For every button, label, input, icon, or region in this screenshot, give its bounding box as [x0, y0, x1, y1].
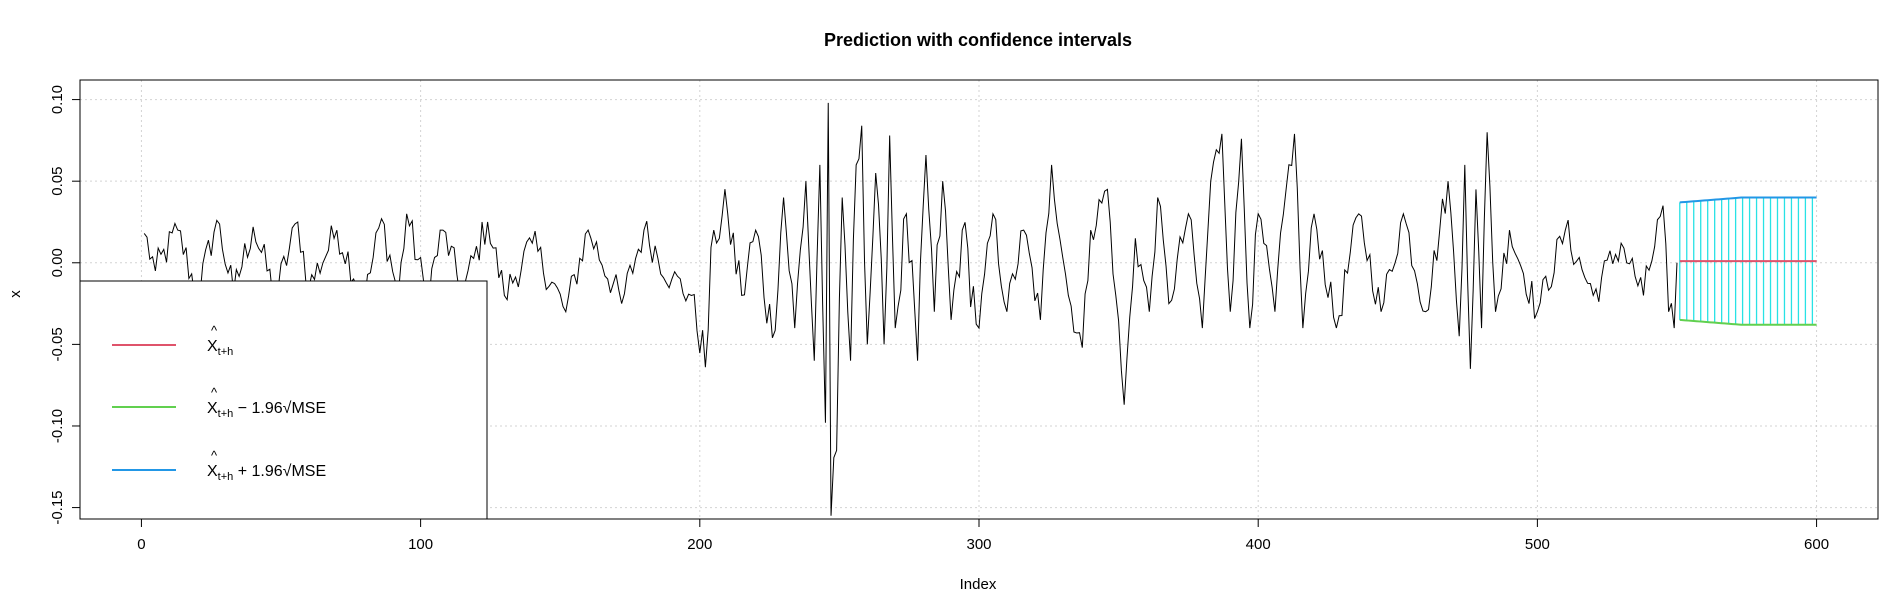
- legend-box: [79, 280, 488, 520]
- x-tick-label: 600: [1804, 536, 1829, 553]
- x-tick-label: 100: [408, 536, 433, 553]
- x-tick-label: 200: [687, 536, 712, 553]
- series-lines: [143, 102, 1817, 516]
- x-tick-label: 0: [137, 536, 145, 553]
- y-tick-label: -0.05: [49, 327, 66, 361]
- legend-hat: ^: [211, 323, 218, 338]
- chart-title: Prediction with confidence intervals: [824, 30, 1132, 50]
- upper-bound-line: [1679, 196, 1817, 204]
- x-tick-label: 400: [1246, 536, 1271, 553]
- x-axis-label: Index: [960, 576, 997, 593]
- y-tick-label: 0.00: [49, 248, 66, 277]
- observed-series-line: [143, 102, 1678, 516]
- legend-label-prediction: Xt+h: [207, 338, 233, 358]
- y-tick-label: -0.15: [49, 490, 66, 524]
- lower-bound-line: [1679, 318, 1817, 326]
- x-tick-label: 300: [966, 536, 991, 553]
- legend: ^Xt+h^Xt+h − 1.96√MSE^Xt+h + 1.96√MSE: [79, 280, 488, 520]
- y-tick-label: 0.05: [49, 167, 66, 196]
- legend-hat: ^: [211, 448, 218, 463]
- legend-label-lower: Xt+h − 1.96√MSE: [207, 400, 326, 420]
- x-tick-label: 500: [1525, 536, 1550, 553]
- legend-label-upper: Xt+h + 1.96√MSE: [207, 463, 326, 483]
- y-axis-label: x: [7, 290, 24, 298]
- y-tick-label: -0.10: [49, 409, 66, 443]
- y-tick-label: 0.10: [49, 85, 66, 114]
- legend-hat: ^: [211, 385, 218, 400]
